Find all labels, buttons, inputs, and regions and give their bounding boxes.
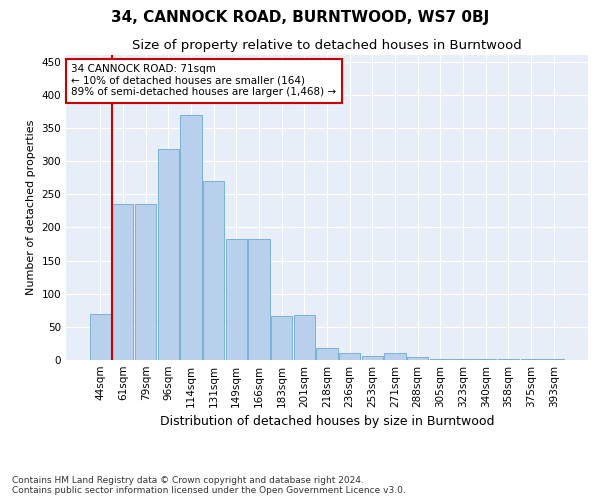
Bar [316,348,338,360]
Bar [543,358,564,360]
Bar [407,358,428,360]
Bar [203,181,224,360]
Bar [385,354,406,360]
Bar [226,240,247,360]
Bar [90,314,111,360]
Bar [112,204,133,360]
Bar [248,240,269,360]
Bar [271,316,292,360]
Bar [294,315,315,360]
Bar [452,358,473,360]
Bar [430,358,451,360]
Title: Size of property relative to detached houses in Burntwood: Size of property relative to detached ho… [132,40,522,52]
Bar [158,149,179,360]
Bar [135,204,156,360]
Text: 34, CANNOCK ROAD, BURNTWOOD, WS7 0BJ: 34, CANNOCK ROAD, BURNTWOOD, WS7 0BJ [111,10,489,25]
Bar [339,352,360,360]
Y-axis label: Number of detached properties: Number of detached properties [26,120,36,295]
Text: Contains HM Land Registry data © Crown copyright and database right 2024.
Contai: Contains HM Land Registry data © Crown c… [12,476,406,495]
Text: 34 CANNOCK ROAD: 71sqm
← 10% of detached houses are smaller (164)
89% of semi-de: 34 CANNOCK ROAD: 71sqm ← 10% of detached… [71,64,337,98]
X-axis label: Distribution of detached houses by size in Burntwood: Distribution of detached houses by size … [160,416,494,428]
Bar [181,114,202,360]
Bar [362,356,383,360]
